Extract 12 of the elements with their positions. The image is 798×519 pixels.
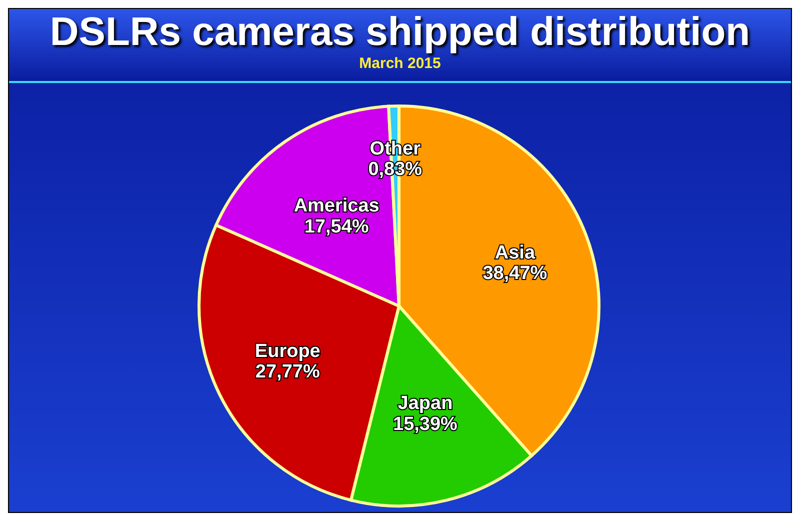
chart-title: DSLRs cameras shipped distribution <box>48 9 752 55</box>
data-label: 15,39% <box>393 414 458 435</box>
slice-label: Japan <box>398 393 453 414</box>
slice-label: Asia <box>494 242 536 264</box>
data-label: 27,77% <box>255 362 320 383</box>
slice-label: Americas <box>294 196 380 217</box>
slice-label: Other <box>370 138 422 160</box>
data-label: 38,47% <box>482 263 548 284</box>
data-label: 17,54% <box>304 216 369 238</box>
data-label: 0,83% <box>368 159 422 180</box>
chart-subtitle: March 2015 <box>358 55 442 72</box>
slice-label: Europe <box>254 340 320 362</box>
